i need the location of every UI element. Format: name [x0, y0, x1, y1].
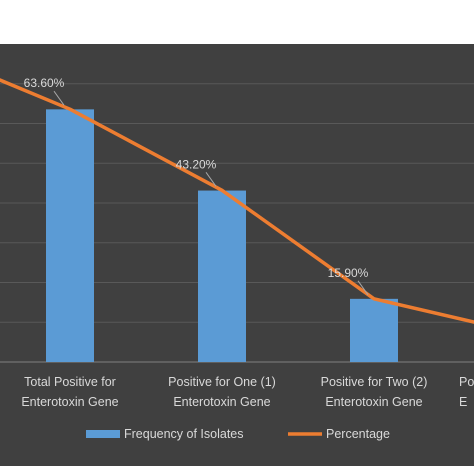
legend-label: Percentage — [326, 427, 390, 441]
x-tick-label: Enterotoxin Gene — [173, 395, 270, 409]
bar — [198, 190, 246, 362]
data-label: 43.20% — [176, 157, 217, 171]
x-tick-label: Enterotoxin Gene — [21, 395, 118, 409]
data-label: 15.90% — [328, 266, 369, 280]
bar — [350, 298, 398, 362]
legend: Frequency of Isolates Percentage — [86, 427, 390, 441]
data-label: 63.60% — [24, 76, 65, 90]
x-tick-label: Positive for One (1) — [168, 375, 276, 389]
line-series — [0, 78, 474, 324]
legend-label: Frequency of Isolates — [124, 427, 244, 441]
x-tick-label: Total Positive for — [24, 375, 116, 389]
x-tick-label: Positive for Two (2) — [321, 375, 428, 389]
x-tick-label: E — [459, 395, 467, 409]
legend-bar-swatch — [86, 430, 120, 438]
bar — [46, 109, 94, 362]
data-labels: 63.60% 43.20% 15.90% — [24, 76, 369, 296]
x-axis-tick-labels: Total Positive for Enterotoxin Gene Positi… — [21, 375, 474, 409]
percentage-line — [0, 78, 474, 324]
leader-line — [357, 280, 369, 296]
bar-series — [46, 109, 398, 362]
leader-line — [53, 90, 65, 106]
x-tick-label: Enterotoxin Gene — [325, 395, 422, 409]
leader-line — [205, 171, 217, 187]
x-tick-label: Po — [459, 375, 474, 389]
